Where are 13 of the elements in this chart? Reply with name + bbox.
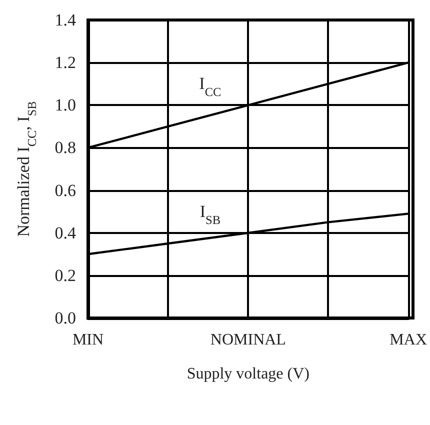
y-tick-label: 0.6 (54, 180, 76, 200)
y-tick-label: 0.4 (54, 223, 76, 242)
y-tick-label: 1.0 (54, 96, 76, 115)
y-tick-label: 1.4 (54, 10, 76, 30)
x-tick-label: NOMINAL (210, 332, 286, 348)
y-tick-label: 1.2 (54, 53, 76, 72)
x-axis-title: Supply voltage (V) (186, 366, 310, 382)
x-tick-label: MIN (72, 332, 104, 348)
y-tick-label: 0.2 (54, 266, 76, 285)
y-tick-label: 0.0 (54, 308, 76, 328)
y-tick-label: 0.8 (54, 138, 76, 158)
y-axis-title: Normalized ICC, ISB (14, 101, 39, 237)
x-tick-label: MAX (390, 332, 428, 348)
